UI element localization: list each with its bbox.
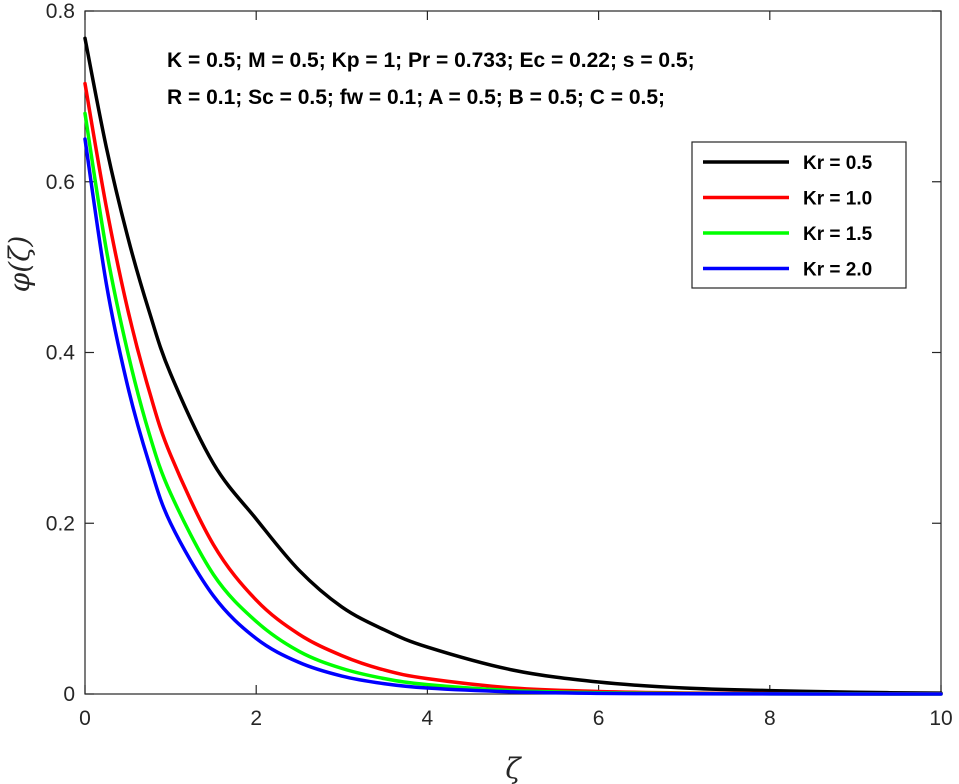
series-line-4 <box>83 137 943 696</box>
legend: Kr = 0.5 Kr = 1.0 Kr = 1.5 Kr = 2.0 <box>691 141 907 289</box>
x-tick-label: 10 <box>929 707 952 730</box>
y-axis-title: φ(ζ) <box>3 236 36 293</box>
y-tick-label: 0.6 <box>46 171 75 194</box>
y-tick-label: 0.2 <box>46 512 75 535</box>
legend-label-2: Kr = 1.0 <box>803 189 872 210</box>
legend-label-1: Kr = 0.5 <box>803 153 873 174</box>
x-tick-label: 4 <box>422 707 434 730</box>
axis-ticks: 0 2 4 6 8 10 0 0.2 0.4 0.6 0.8 <box>46 0 953 730</box>
plot-area <box>84 10 942 695</box>
x-tick-label: 0 <box>79 707 91 730</box>
x-tick-label: 6 <box>593 707 605 730</box>
legend-label-3: Kr = 1.5 <box>803 224 873 245</box>
series-line-1 <box>83 36 943 695</box>
parameter-annotation-line-2: R = 0.1; Sc = 0.5; fw = 0.1; A = 0.5; B … <box>167 86 665 109</box>
x-axis-title: ζ <box>505 752 522 784</box>
y-tick-label: 0.8 <box>46 0 75 23</box>
x-tick-label: 8 <box>764 707 776 730</box>
y-tick-label: 0 <box>63 683 75 706</box>
y-tick-label: 0.4 <box>46 342 76 365</box>
data-series <box>83 36 943 696</box>
parameter-annotation-line-1: K = 0.5; M = 0.5; Kp = 1; Pr = 0.733; Ec… <box>167 49 695 72</box>
legend-label-4: Kr = 2.0 <box>803 260 872 281</box>
legend-box <box>691 141 907 289</box>
x-tick-label: 2 <box>250 707 262 730</box>
